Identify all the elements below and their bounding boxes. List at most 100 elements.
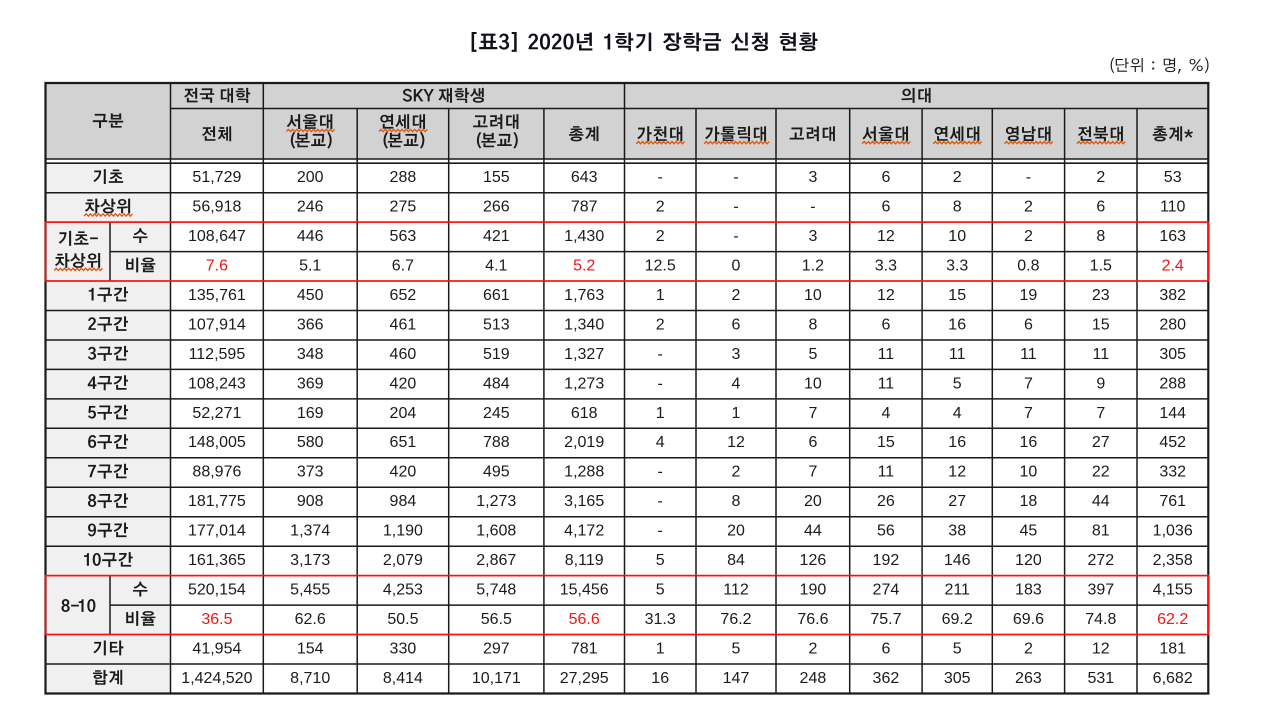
svg-text:69.6: 69.6 — [1013, 611, 1044, 628]
svg-text:52,271: 52,271 — [192, 405, 241, 422]
svg-text:908: 908 — [297, 493, 324, 510]
svg-text:15: 15 — [1092, 316, 1110, 333]
svg-text:56: 56 — [877, 523, 895, 540]
svg-text:2: 2 — [953, 169, 962, 186]
svg-text:0.8: 0.8 — [1017, 258, 1039, 275]
svg-text:5,748: 5,748 — [476, 582, 516, 599]
svg-text:5,455: 5,455 — [290, 582, 330, 599]
svg-text:20: 20 — [727, 523, 745, 540]
svg-text:12: 12 — [727, 434, 745, 451]
svg-text:2,079: 2,079 — [383, 552, 423, 569]
svg-text:348: 348 — [297, 346, 324, 363]
svg-text:2: 2 — [1096, 169, 1105, 186]
svg-text:12: 12 — [877, 228, 895, 245]
svg-text:3.3: 3.3 — [946, 258, 968, 275]
svg-text:11: 11 — [1092, 346, 1109, 363]
svg-text:421: 421 — [483, 228, 510, 245]
svg-text:15,456: 15,456 — [560, 582, 609, 599]
svg-text:10: 10 — [804, 375, 822, 392]
svg-text:1,273: 1,273 — [564, 375, 604, 392]
svg-text:3,165: 3,165 — [564, 493, 604, 510]
svg-text:6: 6 — [732, 316, 741, 333]
svg-text:11: 11 — [949, 346, 966, 363]
svg-text:8: 8 — [1096, 228, 1105, 245]
svg-text:2: 2 — [1024, 228, 1033, 245]
svg-text:5: 5 — [656, 582, 665, 599]
svg-text:11: 11 — [1020, 346, 1037, 363]
svg-text:51,729: 51,729 — [192, 169, 241, 186]
svg-text:148,005: 148,005 — [188, 434, 246, 451]
svg-text:2: 2 — [1024, 199, 1033, 216]
svg-text:7: 7 — [1024, 405, 1033, 422]
svg-text:1,608: 1,608 — [476, 523, 516, 540]
svg-text:181: 181 — [1159, 641, 1186, 658]
svg-text:84: 84 — [727, 552, 745, 569]
svg-text:6: 6 — [881, 316, 890, 333]
svg-text:15: 15 — [877, 434, 895, 451]
svg-text:190: 190 — [800, 582, 827, 599]
svg-text:495: 495 — [483, 464, 510, 481]
svg-text:6: 6 — [881, 169, 890, 186]
svg-text:38: 38 — [948, 523, 966, 540]
svg-text:1,036: 1,036 — [1153, 523, 1193, 540]
svg-text:8,119: 8,119 — [565, 552, 604, 569]
svg-text:3: 3 — [808, 169, 817, 186]
svg-text:8: 8 — [732, 493, 741, 510]
svg-text:211: 211 — [944, 582, 970, 599]
svg-text:56.6: 56.6 — [569, 611, 600, 628]
svg-text:88,976: 88,976 — [192, 464, 241, 481]
svg-text:5: 5 — [953, 375, 962, 392]
svg-text:12: 12 — [948, 464, 966, 481]
svg-text:-: - — [810, 199, 815, 216]
svg-text:108,647: 108,647 — [188, 228, 246, 245]
svg-text:652: 652 — [390, 287, 417, 304]
svg-text:1,327: 1,327 — [564, 346, 604, 363]
svg-text:761: 761 — [1159, 493, 1186, 510]
svg-text:56.5: 56.5 — [481, 611, 512, 628]
svg-text:1: 1 — [656, 405, 665, 422]
svg-text:1,763: 1,763 — [564, 287, 604, 304]
svg-text:484: 484 — [483, 375, 510, 392]
svg-text:788: 788 — [483, 434, 510, 451]
svg-text:397: 397 — [1087, 582, 1114, 599]
svg-text:2: 2 — [808, 641, 817, 658]
svg-text:288: 288 — [390, 169, 417, 186]
svg-text:6: 6 — [1024, 316, 1033, 333]
svg-text:169: 169 — [297, 405, 324, 422]
svg-text:305: 305 — [944, 670, 971, 687]
svg-text:161,365: 161,365 — [188, 552, 246, 569]
svg-text:618: 618 — [571, 405, 598, 422]
svg-text:7: 7 — [808, 405, 817, 422]
svg-text:62.2: 62.2 — [1157, 611, 1188, 628]
svg-text:135,761: 135,761 — [188, 287, 246, 304]
svg-text:305: 305 — [1159, 346, 1186, 363]
svg-text:272: 272 — [1087, 552, 1114, 569]
svg-text:5.2: 5.2 — [573, 258, 595, 275]
svg-text:10,171: 10,171 — [472, 670, 521, 687]
svg-text:-: - — [1026, 169, 1031, 186]
svg-text:461: 461 — [390, 316, 417, 333]
svg-text:76.6: 76.6 — [797, 611, 828, 628]
svg-text:8,414: 8,414 — [383, 670, 423, 687]
svg-text:4,172: 4,172 — [564, 523, 604, 540]
svg-text:0: 0 — [732, 258, 741, 275]
svg-text:6: 6 — [881, 199, 890, 216]
svg-text:643: 643 — [571, 169, 598, 186]
svg-text:2: 2 — [732, 464, 741, 481]
svg-text:519: 519 — [483, 346, 510, 363]
svg-text:44: 44 — [804, 523, 822, 540]
svg-text:56,918: 56,918 — [192, 199, 241, 216]
svg-text:4,155: 4,155 — [1153, 582, 1193, 599]
svg-text:1: 1 — [656, 641, 665, 658]
svg-text:11: 11 — [878, 346, 895, 363]
svg-text:26: 26 — [877, 493, 895, 510]
svg-text:7: 7 — [1024, 375, 1033, 392]
svg-text:19: 19 — [1020, 287, 1038, 304]
svg-text:781: 781 — [571, 641, 598, 658]
svg-text:1,273: 1,273 — [476, 493, 516, 510]
svg-text:382: 382 — [1159, 287, 1186, 304]
svg-text:2: 2 — [732, 287, 741, 304]
svg-text:200: 200 — [297, 169, 324, 186]
svg-text:146: 146 — [944, 552, 971, 569]
svg-text:5: 5 — [656, 552, 665, 569]
